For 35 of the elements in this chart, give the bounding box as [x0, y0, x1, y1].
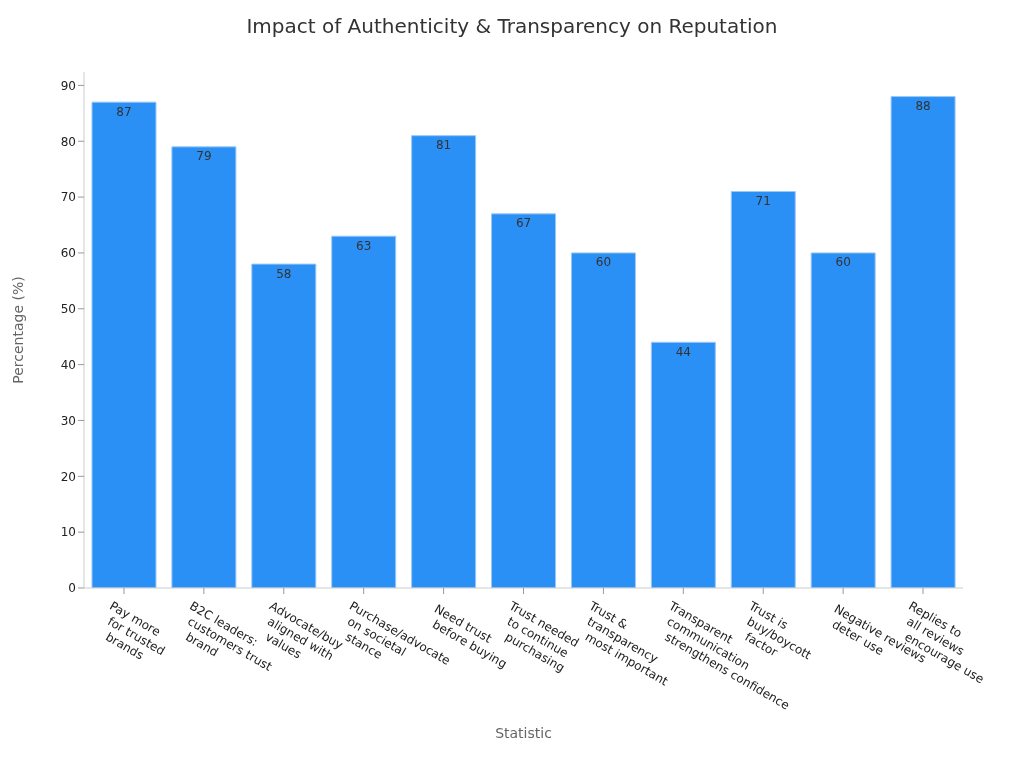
y-tick-label: 10	[60, 525, 76, 540]
bar	[171, 146, 237, 588]
x-axis-title: Statistic	[495, 725, 552, 741]
data-label: 87	[116, 104, 132, 119]
bar	[411, 135, 477, 588]
y-tick-label: 40	[60, 357, 76, 372]
bar	[251, 263, 317, 588]
data-label: 63	[356, 238, 372, 253]
bar	[890, 96, 956, 588]
y-tick-label: 0	[68, 581, 76, 596]
data-label: 79	[196, 149, 212, 164]
y-tick-label: 50	[60, 302, 76, 317]
bar	[810, 252, 876, 588]
data-label: 88	[915, 99, 931, 114]
data-label: 81	[435, 138, 452, 153]
bar	[491, 213, 557, 588]
chart-title: Impact of Authenticity & Transparency on Reputation	[245, 14, 779, 40]
data-label: 58	[276, 266, 292, 281]
y-axis-title: Percentage (%)	[9, 276, 26, 384]
y-tick-label: 90	[60, 78, 76, 93]
bar	[650, 341, 716, 588]
data-label: 60	[595, 255, 612, 270]
data-label: 67	[515, 216, 532, 231]
data-label: 44	[675, 344, 691, 359]
bar	[331, 235, 397, 588]
y-tick-label: 70	[60, 190, 76, 205]
bar	[730, 191, 796, 588]
y-tick-label: 20	[60, 469, 76, 484]
y-tick-label: 80	[60, 134, 76, 149]
y-tick-label: 30	[60, 413, 76, 428]
data-label: 60	[835, 255, 851, 270]
y-tick-label: 60	[60, 246, 76, 261]
bar	[570, 252, 636, 588]
data-label: 71	[755, 194, 771, 209]
bar	[91, 101, 157, 588]
